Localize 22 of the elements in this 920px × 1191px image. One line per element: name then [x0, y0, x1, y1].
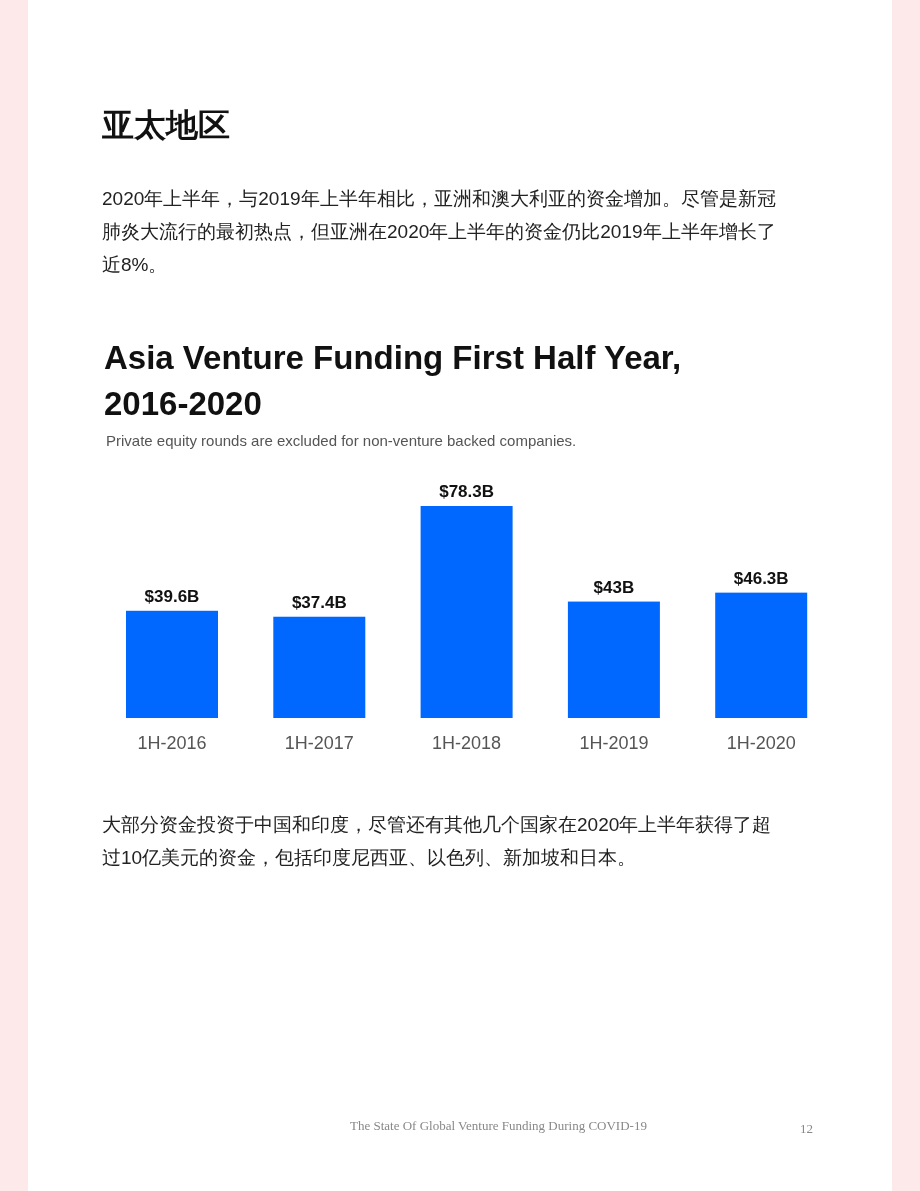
- text: 12: [800, 1121, 813, 1137]
- chart-subtitle: Private equity rounds are excluded for non-venture backed companies.: [106, 432, 577, 449]
- text: 亚太地区: [102, 105, 230, 146]
- text: The State Of Global Venture Funding During COVID-19: [350, 1118, 647, 1134]
- x-tick-label: 1H-2018: [432, 733, 502, 753]
- text: 大部分资金投资于中国和印度，尽管还有其他几个国家在2020年上半年获得了超过10亿美元的资金，包括印度尼西亚、以色列、新加坡和日本。: [102, 813, 772, 870]
- text: 2020年上半年，与2019年上半年相比，亚洲和澳大利亚的资金增加。尽管是新冠肺炎大流行的最初热点，但亚洲在2020年上半年的资金仍比2019年上半年增长了近8%。: [102, 187, 777, 277]
- data-label: $37.4B: [291, 592, 347, 612]
- bar: [567, 601, 660, 718]
- data-label: $43B: [593, 577, 635, 597]
- bar: [715, 592, 808, 718]
- x-tick-label: 1H-2016: [137, 733, 207, 753]
- bar: [420, 506, 513, 718]
- x-tick-label: 1H-2020: [726, 733, 796, 753]
- bar: [126, 610, 218, 718]
- x-tick-label: 1H-2019: [579, 733, 649, 753]
- bar: [273, 616, 366, 718]
- data-label: $46.3B: [733, 568, 789, 588]
- data-label: $78.3B: [439, 482, 495, 501]
- data-label: $39.6B: [144, 586, 200, 606]
- x-tick-label: 1H-2017: [284, 733, 354, 753]
- chart-title: Asia Venture Funding First Half Year, 2016-2020: [104, 338, 683, 424]
